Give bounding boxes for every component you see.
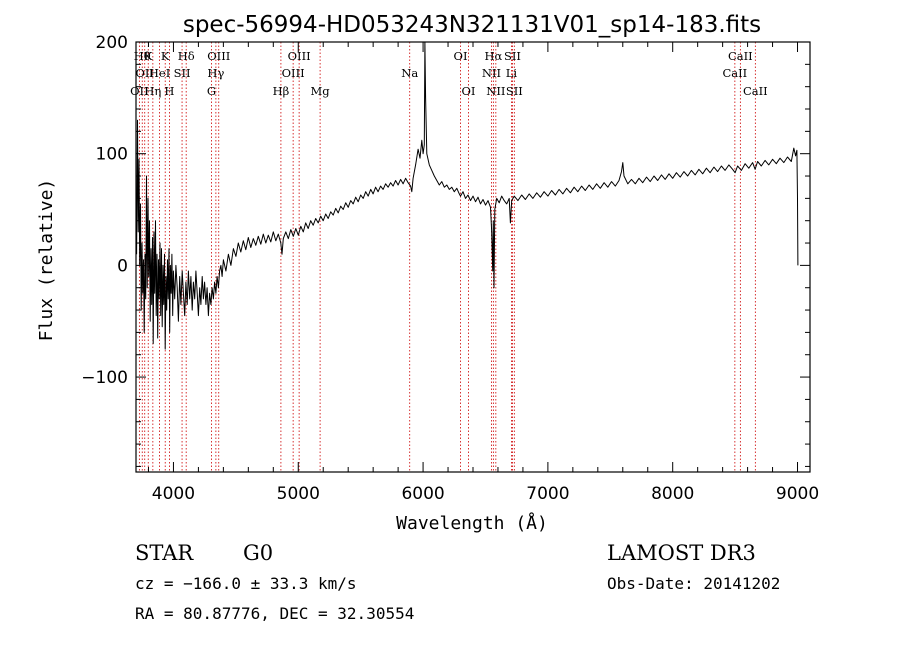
spectral-line-label: Mg (311, 84, 331, 98)
x-axis-label: Wavelength (Å) (396, 512, 548, 534)
spectral-line-label: OI (454, 49, 468, 63)
spectral-line-label: OIII (288, 49, 311, 63)
y-axis-label: Flux (relative) (36, 179, 57, 342)
spectral-line-label: OIII (282, 66, 305, 80)
spectral-line-label: Hα (484, 49, 502, 63)
spectral-line-label: OII (130, 84, 149, 98)
spectral-line-label: Li (506, 66, 518, 80)
spectral-line-label: CaII (722, 66, 747, 80)
spectral-line-label: G (207, 84, 216, 98)
y-tick-label: 200 (96, 33, 128, 53)
coordinates: RA = 80.87776, DEC = 32.30554 (135, 604, 414, 623)
spectral-line-label: Hη (144, 84, 161, 98)
spectral-line-label: CaII (728, 49, 753, 63)
spectral-line-label: Hθ (134, 49, 151, 63)
spectral-line-label: H (164, 84, 174, 98)
spectral-line-label: K (144, 49, 153, 63)
y-tick-label: 100 (96, 145, 128, 165)
plot-frame (135, 41, 811, 473)
spectral-line-label: OIII (207, 49, 230, 63)
x-tick-label: 6000 (401, 484, 444, 504)
y-tick-label: −100 (81, 368, 128, 388)
x-tick-label: 8000 (651, 484, 694, 504)
spectral-line-label: K (161, 49, 170, 63)
chart-title: spec-56994-HD053243N321131V01_sp14-183.f… (183, 12, 761, 38)
spectral-line-label: NII (486, 84, 505, 98)
observation-date: Obs-Date: 20141202 (607, 574, 780, 593)
y-axis-ticks: −100 0 100 200 (81, 33, 810, 467)
spectral-line-label: OII (135, 66, 154, 80)
spectral-line-label: Hβ (273, 84, 290, 98)
spectral-line-label: SII (506, 84, 523, 98)
spectral-line-label: NII (482, 66, 501, 80)
x-tick-label: 9000 (776, 484, 819, 504)
x-tick-label: 7000 (526, 484, 569, 504)
redshift-velocity: cz = −166.0 ± 33.3 km/s (135, 574, 357, 593)
object-class: STAR (135, 541, 194, 565)
x-tick-label: 4000 (152, 484, 195, 504)
spectral-line-label: OI (462, 84, 476, 98)
spectral-line-labels: OIIHθOIIKHηHeIKHSIIHδGHγOIIIHβOIIIOIIIMg… (130, 49, 768, 98)
x-axis-ticks: 4000 5000 6000 7000 8000 9000 (147, 42, 819, 504)
spectral-line-label: SII (174, 66, 191, 80)
spectral-subclass: G0 (243, 541, 273, 565)
spectral-line-label: SII (504, 49, 521, 63)
spectral-line-markers (138, 42, 756, 472)
y-tick-label: 0 (117, 256, 128, 276)
survey-name: LAMOST DR3 (607, 541, 756, 565)
spectral-line-label: Hδ (178, 49, 195, 63)
spectrum-line (136, 42, 799, 350)
spectral-line-label: Na (401, 66, 418, 80)
x-tick-label: 5000 (277, 484, 320, 504)
spectral-line-label: CaII (743, 84, 768, 98)
spectral-line-label: HeI (149, 66, 170, 80)
spectral-line-label: Hγ (207, 66, 224, 80)
